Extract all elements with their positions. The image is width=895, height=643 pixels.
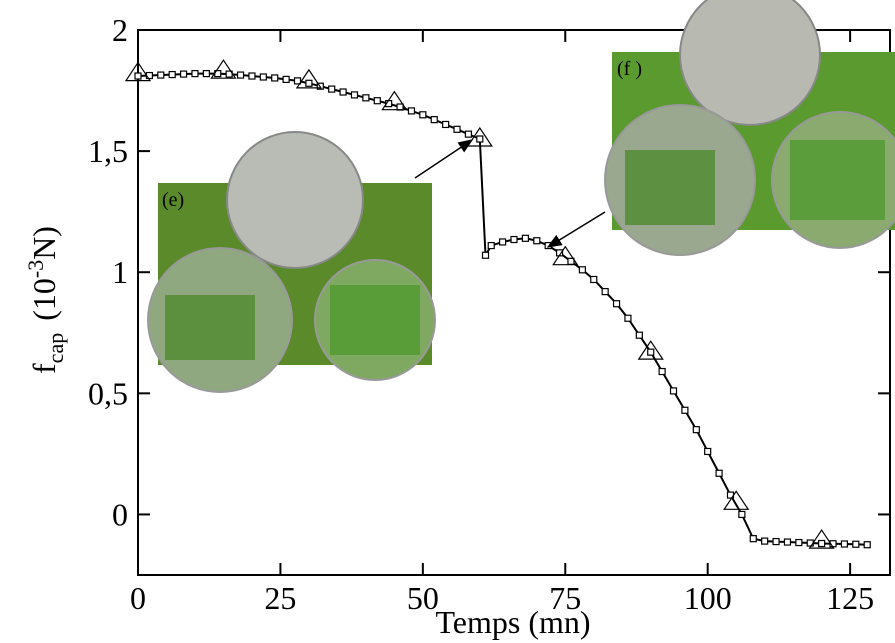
square-marker [578,266,586,274]
square-marker [795,538,803,547]
square-marker [510,235,518,244]
y-tick-label: 1,5 [88,133,128,169]
square-marker [692,426,700,434]
square-marker [761,537,769,545]
triangle-marker [723,490,750,510]
x-tick-label: 100 [684,580,732,616]
y-label-unit: (10 [26,278,62,321]
square-marker [293,77,302,85]
square-marker [840,540,849,548]
y-axis-label: fcap (10-3N) [23,226,68,374]
triangle-marker [552,245,579,266]
square-marker [635,331,643,339]
arrow [546,211,606,248]
square-marker [783,538,792,546]
inset-label: (f ) [617,58,642,80]
square-marker [499,238,507,246]
square-marker [772,537,780,546]
x-tick-label: 125 [826,580,874,616]
square-marker [521,234,529,242]
y-label-end: N) [26,226,62,260]
square-marker [749,535,757,543]
triangle-marker [637,340,664,360]
square-marker [442,120,450,129]
square-marker [681,406,689,414]
square-marker [362,94,370,102]
square-marker [612,300,621,308]
square-marker [476,135,484,143]
square-marker [134,72,142,80]
square-marker [248,72,256,80]
inset-f: (f ) [604,0,895,256]
square-marker [624,314,632,322]
square-marker [305,79,313,87]
square-marker [658,367,666,376]
square-marker [179,70,188,78]
triangle-marker [124,61,152,82]
y-tick-label: 0,5 [88,375,128,411]
x-tick-label: 50 [407,580,439,616]
square-marker [715,469,723,477]
square-marker [373,97,381,105]
square-marker [647,348,655,356]
plot-area: 0 25 50 75 100 125 0 0,5 1 1,5 2 [88,12,891,616]
square-marker [236,71,245,79]
square-marker [259,73,267,81]
square-marker [430,116,438,124]
square-marker [601,288,609,296]
square-marker [407,107,416,115]
square-marker [533,237,541,245]
square-marker [282,75,290,84]
square-marker [271,74,279,82]
y-label-sub: cap [43,333,68,364]
square-marker [328,85,336,93]
square-marker [168,70,176,79]
triangle-marker [466,126,493,147]
y-label-main: f [26,363,62,374]
x-tick-label: 75 [549,580,581,616]
inset-e: (e) [147,131,436,393]
square-marker [852,540,860,548]
square-marker [669,387,678,395]
square-marker [590,275,598,284]
triangle-marker [210,59,237,79]
arrow [414,139,474,179]
square-marker [481,251,490,259]
square-marker [464,130,473,138]
y-tick-label: 2 [112,12,128,48]
square-marker [339,88,347,96]
square-marker [487,241,495,250]
square-marker [738,510,746,519]
y-label-sup: -3 [23,260,48,278]
square-marker [157,71,165,79]
insets: (e) (f ) [147,0,895,393]
square-marker [818,539,826,548]
square-marker [704,447,712,456]
square-marker [419,111,427,119]
square-marker [453,125,461,133]
square-marker [350,91,359,99]
inset-label: (e) [162,189,184,211]
y-tick-label: 0 [112,496,128,532]
triangle-marker [808,529,835,549]
square-marker [191,69,199,78]
x-tick-label: 0 [130,580,146,616]
triangle-marker [295,68,323,89]
square-marker [202,69,210,78]
x-tick-label: 25 [264,580,296,616]
square-marker [863,541,871,549]
triangle-marker [381,90,408,111]
x-axis-label: Temps (mn) [435,604,590,640]
plot-frame [137,29,891,576]
y-tick-label: 1 [112,254,128,290]
